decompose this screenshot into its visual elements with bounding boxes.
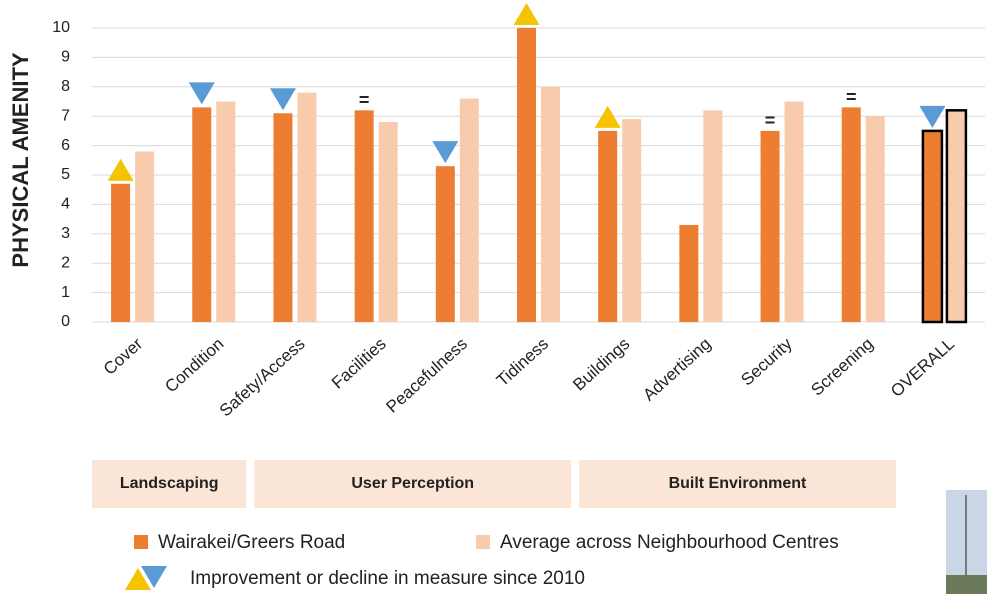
bar xyxy=(436,166,455,322)
bar xyxy=(273,113,292,322)
y-tick-label: 6 xyxy=(61,137,70,154)
group-label: User Perception xyxy=(351,475,474,492)
y-axis-title: PHYSICAL AMENITY xyxy=(8,52,33,267)
bar xyxy=(379,122,398,322)
y-tick-label: 2 xyxy=(61,254,70,271)
x-tick-label: Tidiness xyxy=(493,334,552,390)
bar xyxy=(541,87,560,322)
bar xyxy=(703,110,722,322)
group-label: Landscaping xyxy=(120,475,219,492)
chart: PHYSICAL AMENITY 0 1 2 3 4 5 6 7 8 9 10 Cover Condit… xyxy=(0,0,987,594)
bar xyxy=(866,116,885,322)
legend-label: Wairakei/Greers Road xyxy=(158,532,345,553)
bar xyxy=(460,99,479,322)
bar xyxy=(192,107,211,322)
bar xyxy=(517,28,536,322)
y-tick-label: 7 xyxy=(61,107,70,124)
legend-swatch xyxy=(134,535,148,549)
bar xyxy=(842,107,861,322)
trend-marker xyxy=(189,82,215,104)
bar xyxy=(679,225,698,322)
x-tick-label: Security xyxy=(737,334,796,390)
bar xyxy=(297,93,316,322)
y-tick-label: 1 xyxy=(61,284,70,301)
bar xyxy=(111,184,130,322)
photo-ground xyxy=(946,575,987,594)
trend-marker xyxy=(432,141,458,163)
bar xyxy=(355,110,374,322)
x-tick-label: Buildings xyxy=(569,334,633,394)
x-tick-label: Facilities xyxy=(328,334,390,392)
x-tick-label: Safety/Access xyxy=(216,334,309,420)
y-tick-label: 5 xyxy=(61,166,70,183)
group-label: Built Environment xyxy=(669,475,807,492)
legend-label: Improvement or decline in measure since … xyxy=(190,568,585,589)
trend-equal: = xyxy=(846,87,857,107)
trend-marker xyxy=(514,3,540,25)
y-tick-label: 9 xyxy=(61,49,70,66)
bar xyxy=(598,131,617,322)
y-tick-label: 3 xyxy=(61,225,70,242)
x-tick-label: Condition xyxy=(161,334,227,396)
trend-equal: = xyxy=(359,90,370,110)
y-tick-label: 8 xyxy=(61,78,70,95)
y-tick-label: 4 xyxy=(61,196,70,213)
trend-marker xyxy=(270,88,296,110)
bar xyxy=(923,131,942,322)
y-tick-label: 10 xyxy=(52,19,70,36)
bar xyxy=(947,110,966,322)
x-tick-label: OVERALL xyxy=(887,334,958,401)
bar xyxy=(785,102,804,323)
x-tick-label: Peacefulness xyxy=(382,334,471,416)
bar xyxy=(135,151,154,322)
x-tick-label: Cover xyxy=(100,334,147,379)
legend-swatch xyxy=(476,535,490,549)
photo-fragment xyxy=(946,490,987,594)
bar xyxy=(622,119,641,322)
legend-label: Average across Neighbourhood Centres xyxy=(500,532,839,553)
x-tick-label: Advertising xyxy=(639,334,714,404)
trend-marker xyxy=(595,106,621,128)
trend-marker xyxy=(919,106,945,128)
bar xyxy=(761,131,780,322)
x-tick-label: Screening xyxy=(807,334,877,399)
bar xyxy=(216,102,235,323)
trend-equal: = xyxy=(765,111,776,131)
y-tick-label: 0 xyxy=(61,313,70,330)
trend-marker xyxy=(108,159,134,181)
